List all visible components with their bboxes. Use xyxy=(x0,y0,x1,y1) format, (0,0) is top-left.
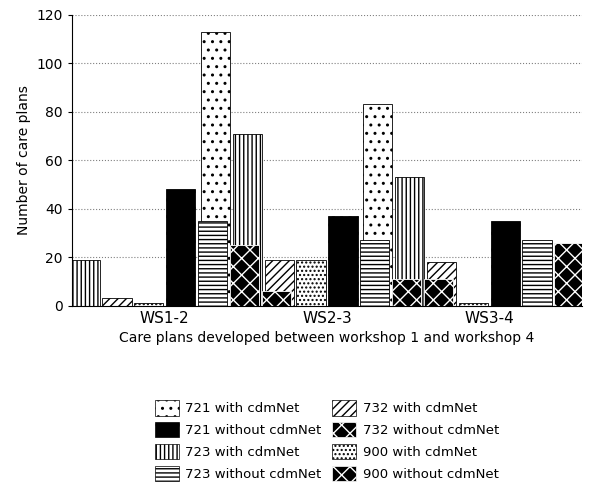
Bar xyxy=(262,291,291,306)
Bar xyxy=(424,279,453,306)
Bar xyxy=(491,221,520,306)
Bar xyxy=(427,262,456,306)
Bar xyxy=(230,245,259,306)
Bar xyxy=(363,105,392,306)
Bar xyxy=(360,240,389,306)
Bar xyxy=(328,216,358,306)
Bar xyxy=(102,298,131,306)
Bar xyxy=(70,260,100,306)
Bar xyxy=(38,252,68,306)
Bar xyxy=(201,32,230,306)
Bar xyxy=(554,243,584,306)
Y-axis label: Number of care plans: Number of care plans xyxy=(17,85,31,235)
Bar xyxy=(134,303,163,306)
Bar xyxy=(198,221,227,306)
X-axis label: Care plans developed between workshop 1 and workshop 4: Care plans developed between workshop 1 … xyxy=(119,331,535,345)
Legend: 721 with cdmNet, 721 without cdmNet, 723 with cdmNet, 723 without cdmNet, 732 wi: 721 with cdmNet, 721 without cdmNet, 723… xyxy=(149,394,505,488)
Bar xyxy=(523,240,552,306)
Bar xyxy=(233,134,262,306)
Bar xyxy=(586,260,600,306)
Bar xyxy=(395,177,424,306)
Bar xyxy=(296,260,326,306)
Bar xyxy=(166,189,196,306)
Bar xyxy=(458,303,488,306)
Bar xyxy=(265,260,294,306)
Bar xyxy=(392,279,421,306)
